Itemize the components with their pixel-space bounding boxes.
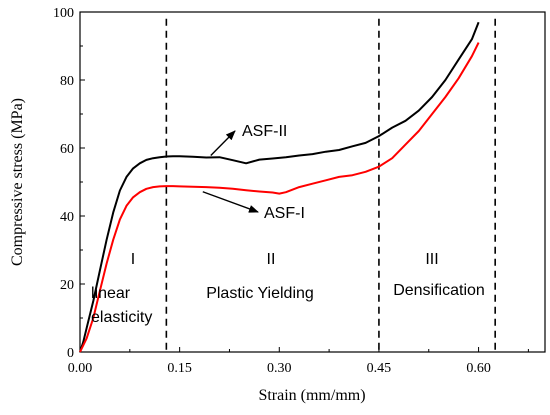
y-axis-title: Compressive stress (MPa) [9,98,26,266]
asf-ii-arrow [210,130,236,156]
region-2-label: Plastic Yielding [206,285,314,302]
y-axis-ticks: 0 20 40 60 80 100 [53,6,85,361]
y-tick-label: 40 [60,210,74,225]
x-tick-label: 0.60 [466,361,491,376]
y-tick-label: 0 [67,346,74,361]
x-tick-label: 0.45 [367,361,392,376]
asf-i-label: ASF-I [264,205,305,222]
x-axis-title: Strain (mm/mm) [258,387,365,404]
region-dividers [165,18,496,352]
x-tick-label: 0.30 [267,361,292,376]
region-1-numeral: I [131,251,135,268]
y-tick-label: 100 [53,6,74,21]
region-3-label: Densification [393,282,485,299]
region-1-label-line2: elasticity [91,309,152,326]
x-tick-label: 0.15 [167,361,192,376]
region-2-numeral: II [267,251,276,268]
asf-ii-label: ASF-II [242,123,287,140]
series-line-asf-i [79,42,480,353]
series-line-asf-ii [79,21,480,353]
region-3-numeral: III [425,251,438,268]
region-1-label-line1: linear [91,285,131,302]
x-tick-label: 0.00 [68,361,93,376]
asf-i-arrow [202,191,259,213]
y-tick-label: 20 [60,278,74,293]
y-tick-label: 80 [60,74,74,89]
annotations: ASF-II ASF-I [202,123,305,222]
y-tick-label: 60 [60,142,74,157]
series-lines [79,21,480,353]
x-axis-ticks: 0.00 0.15 0.30 0.45 0.60 [68,347,529,376]
